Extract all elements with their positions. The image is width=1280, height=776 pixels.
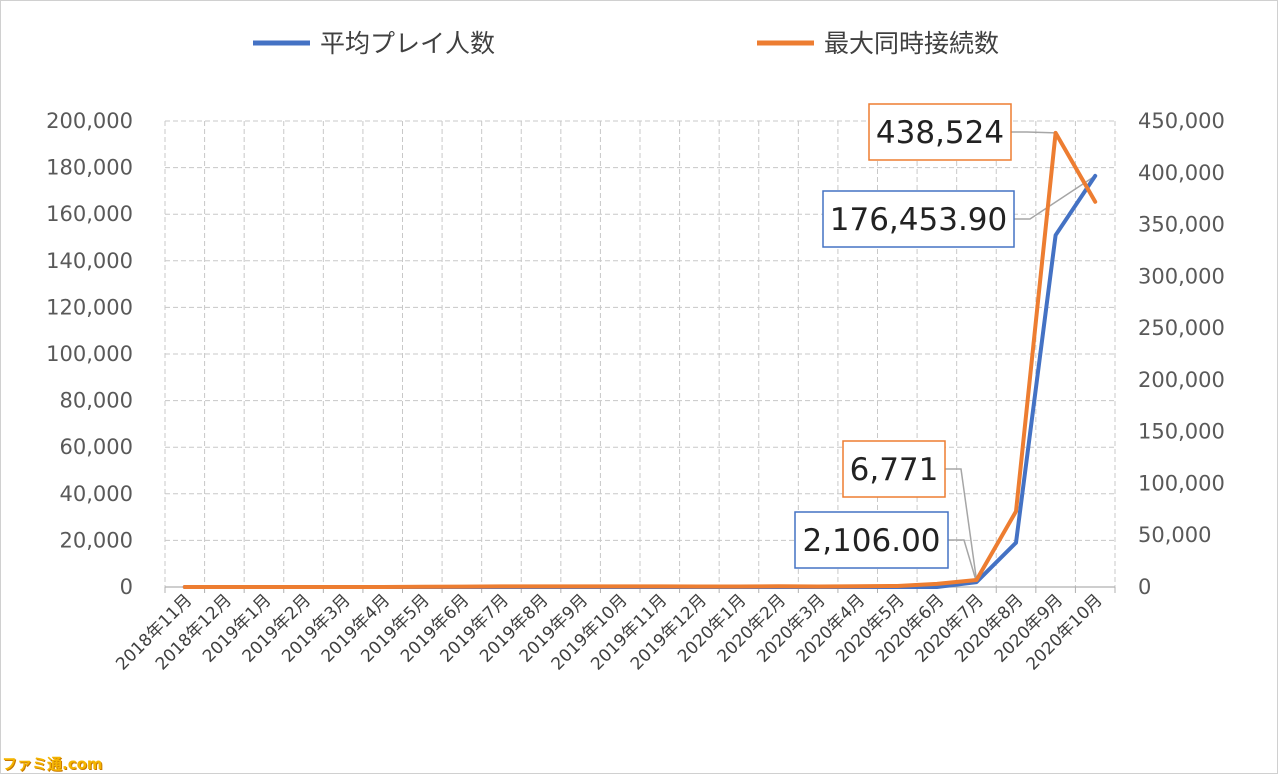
- left-tick-label: 60,000: [60, 435, 133, 459]
- callout-leader: [1011, 131, 1056, 134]
- left-tick-label: 100,000: [46, 342, 133, 366]
- left-tick-label: 180,000: [46, 156, 133, 180]
- left-tick-label: 80,000: [60, 389, 133, 413]
- callout-box: [842, 440, 946, 498]
- callout-leaders: [945, 131, 1096, 583]
- left-tick-label: 120,000: [46, 295, 133, 319]
- grid: [164, 120, 1116, 587]
- left-tick-label: 40,000: [60, 482, 133, 506]
- right-tick-label: 0: [1138, 575, 1151, 599]
- callouts: 438,524 176,453.90 6,771 2,106.00: [794, 103, 1015, 569]
- callout-label: 176,453.90: [830, 202, 1008, 238]
- right-tick-label: 300,000: [1138, 264, 1225, 288]
- left-tick-label: 0: [120, 575, 133, 599]
- watermark-logo: ファミ通.com: [2, 755, 103, 773]
- callout-label: 438,524: [876, 115, 1004, 151]
- legend-label: 最大同時接続数: [824, 29, 999, 58]
- legend: 平均プレイ人数 最大同時接続数: [253, 29, 999, 58]
- right-tick-label: 100,000: [1138, 471, 1225, 495]
- callout-box: [822, 190, 1015, 248]
- left-tick-label: 20,000: [60, 528, 133, 552]
- right-tick-label: 150,000: [1138, 420, 1225, 444]
- left-tick-label: 160,000: [46, 202, 133, 226]
- right-tick-label: 450,000: [1138, 109, 1225, 133]
- callout-leader: [945, 468, 978, 581]
- callout-box: [868, 103, 1012, 161]
- right-tick-label: 250,000: [1138, 316, 1225, 340]
- left-tick-label: 140,000: [46, 249, 133, 273]
- series-lines: [182, 130, 1098, 589]
- callout-label: 2,106.00: [802, 523, 940, 559]
- legend-label: 平均プレイ人数: [320, 29, 495, 58]
- callout-box: [794, 511, 949, 569]
- callout-leader: [948, 539, 978, 583]
- callout-label: 6,771: [850, 452, 939, 488]
- right-tick-label: 350,000: [1138, 213, 1225, 237]
- callout-leader: [1014, 175, 1096, 220]
- right-tick-label: 400,000: [1138, 161, 1225, 185]
- right-tick-label: 200,000: [1138, 368, 1225, 392]
- left-tick-label: 200,000: [46, 109, 133, 133]
- series-line-1: [182, 130, 1098, 589]
- right-tick-label: 50,000: [1138, 523, 1211, 547]
